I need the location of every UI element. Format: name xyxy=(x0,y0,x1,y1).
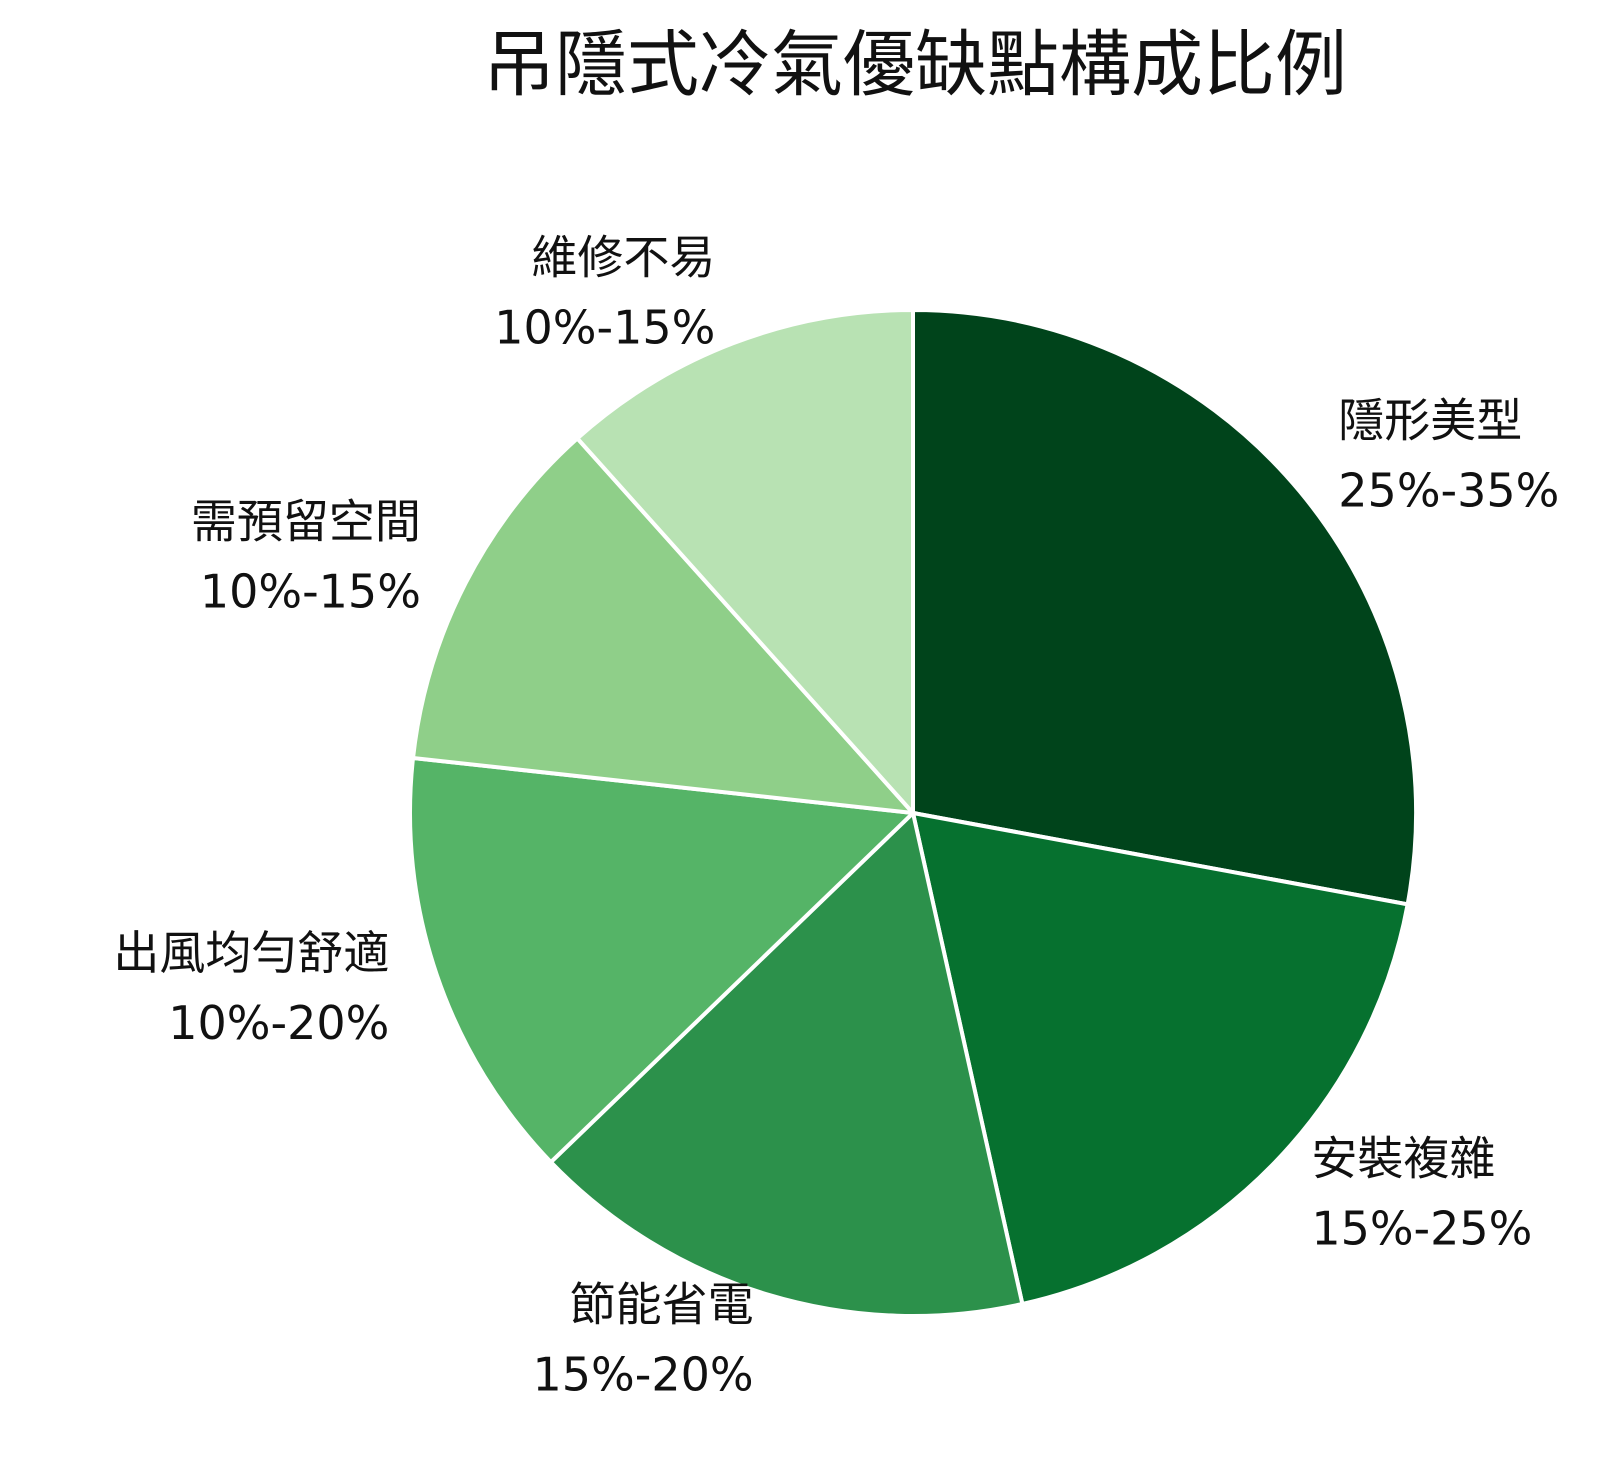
slice-value-label: 10%-15% xyxy=(200,565,421,619)
slice-value-label: 15%-25% xyxy=(1311,1202,1532,1256)
slice-label: 維修不易 xyxy=(531,231,715,285)
slice-label: 需預留空間 xyxy=(191,495,421,549)
slice-label: 出風均勻舒適 xyxy=(113,926,389,980)
pie-slice xyxy=(574,307,915,819)
slice-label: 節能省電 xyxy=(570,1277,754,1331)
pie-slice xyxy=(910,810,1410,1307)
pie-slice xyxy=(548,809,1025,1319)
slice-value-label: 10%-15% xyxy=(494,301,715,355)
slice-value-label: 25%-35% xyxy=(1338,464,1559,518)
slice-value-label: 10%-20% xyxy=(168,996,389,1050)
chart-title: 吊隱式冷氣優缺點構成比例 xyxy=(483,23,1347,107)
slice-value-label: 15%-20% xyxy=(533,1347,754,1401)
pie-slice xyxy=(911,307,1418,907)
slice-label: 安裝複雜 xyxy=(1311,1132,1495,1186)
slice-label: 隱形美型 xyxy=(1338,394,1522,448)
pie-slice xyxy=(410,435,918,816)
pie-slice xyxy=(408,755,918,1165)
